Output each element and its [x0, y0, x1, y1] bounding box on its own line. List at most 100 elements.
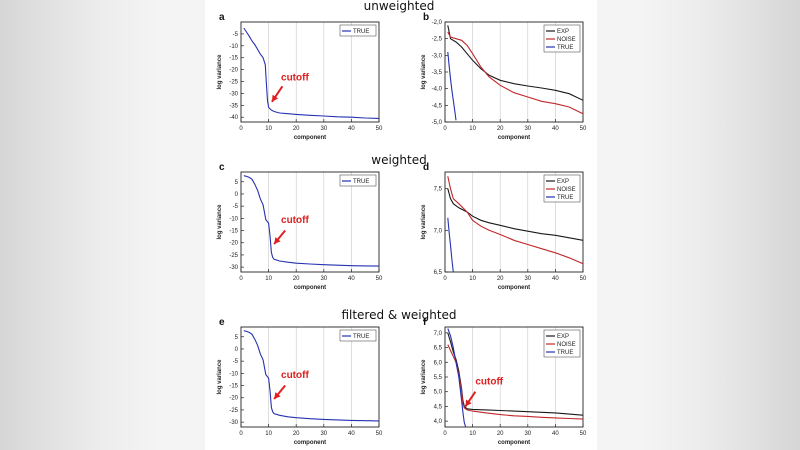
chart-d-xtick-label: 50 [580, 276, 587, 282]
chart-a-xtick-label: 50 [376, 126, 383, 132]
chart-f-panel-letter: f [423, 317, 427, 328]
chart-c-ytick-label: -15 [229, 229, 238, 235]
chart-a-xtick-label: 20 [293, 126, 300, 132]
chart-a-frame [240, 21, 380, 123]
chart-e-xtick-label: 0 [239, 431, 243, 437]
chart-d-xtick-label: 40 [552, 276, 559, 282]
chart-c-xtick-label: 0 [239, 276, 243, 282]
figure-panel: unweighted weighted filtered & weighted … [205, 0, 597, 450]
chart-a-cutoff-label: cutoff [281, 72, 309, 83]
chart-b-ytick-label: -4,0 [432, 87, 443, 93]
chart-f-xlabel: component [498, 440, 530, 446]
chart-a-xtick-label: 0 [239, 126, 243, 132]
chart-d-xlabel: component [498, 285, 530, 291]
chart-b-ytick-label: -5,0 [432, 120, 443, 126]
chart-b-series-exp [447, 25, 583, 101]
chart-d-series-true [447, 217, 454, 272]
chart-c-ytick-label: -10 [229, 216, 238, 222]
chart-f-legend-entry: EXP [557, 334, 569, 340]
chart-f-ylabel: log variance [421, 359, 427, 395]
chart-e-cutoff-label: cutoff [281, 370, 309, 381]
chart-c-ylabel: log variance [217, 204, 223, 240]
chart-d-ylabel: log variance [421, 204, 427, 240]
chart-e-ytick-label: -5 [233, 359, 239, 365]
chart-e-ytick-label: -25 [229, 408, 238, 414]
chart-b-legend-entry: NOISE [557, 37, 576, 43]
chart-a-ytick-label: -25 [229, 80, 238, 86]
chart-a-panel-letter: a [219, 12, 225, 23]
chart-e-xtick-label: 10 [265, 431, 272, 437]
chart-b: b 0 10 20 30 40 50 -5,0 -4,5 -4,0 -3,5 -3,0 -2,5 -2,0… [421, 12, 587, 141]
chart-c-panel-letter: c [219, 162, 225, 173]
chart-e-legend-entry: TRUE [353, 334, 369, 340]
chart-e-legend-box [339, 329, 377, 342]
section-title-filtered-weighted: filtered & weighted [341, 308, 456, 322]
chart-e: e 0 10 20 30 40 50 -30 -25 -20 -15 -10 -5 0 5 component… [217, 317, 383, 446]
chart-c-ytick-label: -25 [229, 253, 238, 259]
chart-e-series-true [243, 330, 379, 422]
chart-b-ylabel: log variance [421, 54, 427, 90]
chart-e-ytick-label: -30 [229, 420, 238, 426]
chart-f-xtick-label: 20 [497, 431, 504, 437]
chart-d-series-exp [447, 188, 583, 241]
chart-f-ytick-label: 7,0 [434, 331, 443, 337]
chart-e-xtick-label: 30 [320, 431, 327, 437]
chart-f-ytick-label: 5,0 [434, 390, 443, 396]
chart-e-ytick-label: 5 [235, 335, 239, 341]
chart-c-legend-entry: TRUE [353, 179, 369, 185]
chart-b-xtick-label: 0 [443, 126, 447, 132]
chart-d-frame [444, 171, 584, 273]
chart-c-xlabel: component [294, 285, 326, 291]
chart-b-xtick-label: 50 [580, 126, 587, 132]
chart-b-ytick-label: -3,0 [432, 53, 443, 59]
figure-svg: unweighted weighted filtered & weighted … [217, 0, 587, 446]
chart-c-cutoff-label: cutoff [281, 215, 309, 226]
chart-c-ytick-label: -20 [229, 241, 238, 247]
chart-c-frame [240, 171, 380, 273]
chart-d-xtick-label: 0 [443, 276, 447, 282]
chart-f-xtick-label: 50 [580, 431, 587, 437]
chart-f-legend-entry: NOISE [557, 342, 576, 348]
chart-f: f 0 10 20 30 40 50 4,0 4,5 5,0 5,5 6,0 6,5 7,0 compone… [421, 317, 587, 446]
chart-e-ylabel: log variance [217, 359, 223, 395]
chart-d-ytick-label: 6,5 [434, 270, 443, 276]
chart-f-xtick-label: 40 [552, 431, 559, 437]
chart-f-cutoff-arrow-head [465, 399, 472, 407]
chart-b-legend-entry: TRUE [557, 45, 573, 51]
chart-e-ytick-label: -10 [229, 371, 238, 377]
chart-f-cutoff-label: cutoff [475, 376, 503, 387]
chart-f-ytick-label: 6,5 [434, 346, 443, 352]
chart-a-legend-entry: TRUE [353, 29, 369, 35]
chart-c-series-true [243, 175, 379, 267]
chart-a-xlabel: component [294, 135, 326, 141]
chart-b-legend-entry: EXP [557, 29, 569, 35]
chart-d-xtick-label: 20 [497, 276, 504, 282]
chart-f-ytick-label: 6,0 [434, 360, 443, 366]
chart-b-ytick-label: -4,5 [432, 103, 443, 109]
chart-a: a 0 10 20 30 40 50 -40 -35 -30 -25 -20 -15 -10 -5 compo… [217, 12, 383, 141]
chart-c-ytick-label: -30 [229, 265, 238, 271]
chart-e-xtick-label: 50 [376, 431, 383, 437]
chart-d-legend-entry: NOISE [557, 187, 576, 193]
chart-a-ylabel: log variance [217, 54, 223, 90]
chart-e-xtick-label: 40 [348, 431, 355, 437]
chart-f-ytick-label: 4,0 [434, 419, 443, 425]
chart-b-series-noise [447, 31, 583, 115]
chart-a-ytick-label: -15 [229, 56, 238, 62]
chart-b-series-true [447, 51, 457, 121]
chart-d-xtick-label: 30 [524, 276, 531, 282]
chart-e-ytick-label: 0 [235, 347, 239, 353]
chart-a-legend-box [339, 24, 377, 37]
chart-b-xtick-label: 30 [524, 126, 531, 132]
chart-f-ytick-label: 5,5 [434, 375, 443, 381]
chart-f-xtick-label: 30 [524, 431, 531, 437]
chart-b-panel-letter: b [423, 12, 429, 23]
chart-c-ytick-label: 5 [235, 180, 239, 186]
chart-c-xtick-label: 10 [265, 276, 272, 282]
chart-e-xlabel: component [294, 440, 326, 446]
section-title-weighted: weighted [371, 153, 426, 167]
chart-b-xtick-label: 40 [552, 126, 559, 132]
chart-e-ytick-label: -15 [229, 384, 238, 390]
chart-e-frame [240, 326, 380, 428]
chart-a-xtick-label: 40 [348, 126, 355, 132]
